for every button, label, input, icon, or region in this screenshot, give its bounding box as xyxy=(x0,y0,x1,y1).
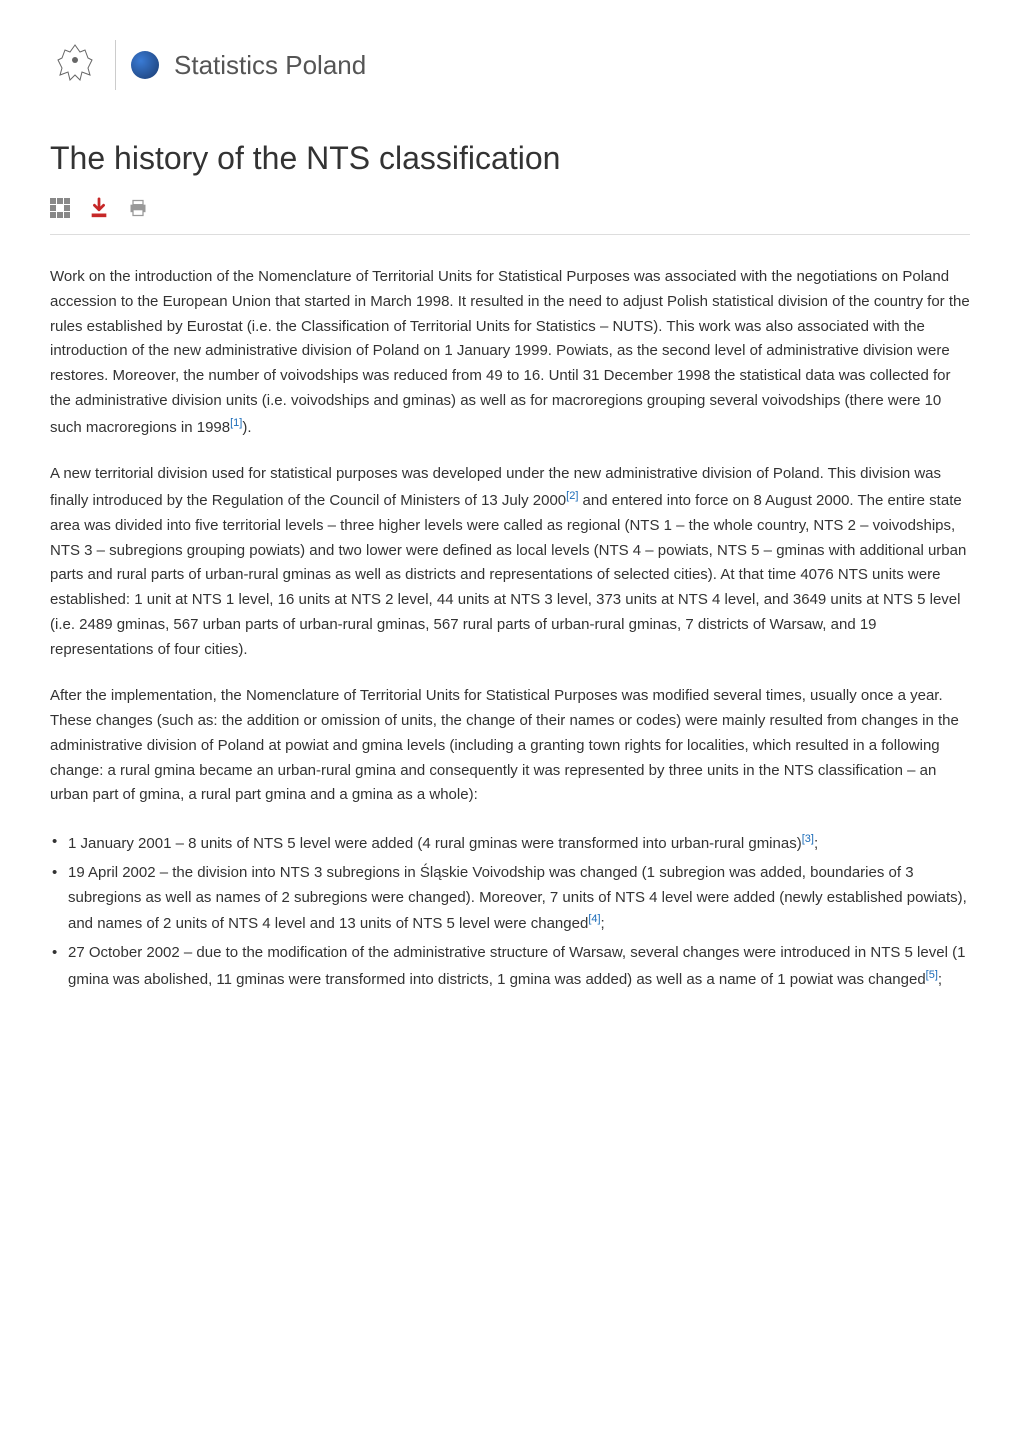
paragraph-1-text-b: ). xyxy=(242,419,251,436)
changes-list: 1 January 2001 – 8 units of NTS 5 level … xyxy=(50,830,970,993)
paragraph-2-text-b: and entered into force on 8 August 2000.… xyxy=(50,492,966,658)
print-icon[interactable] xyxy=(128,198,148,218)
footnote-ref-5[interactable]: [5] xyxy=(926,969,938,981)
list-item-text-b: ; xyxy=(938,971,942,988)
paragraph-1-text-a: Work on the introduction of the Nomencla… xyxy=(50,268,970,436)
list-item: 27 October 2002 – due to the modificatio… xyxy=(50,941,970,993)
list-item: 19 April 2002 – the division into NTS 3 … xyxy=(50,861,970,937)
organization-name: Statistics Poland xyxy=(174,50,366,81)
site-header: Statistics Poland xyxy=(50,40,970,90)
list-item-text-b: ; xyxy=(601,915,605,932)
list-item-text-b: ; xyxy=(814,835,818,852)
paragraph-2: A new territorial division used for stat… xyxy=(50,462,970,662)
list-item-text-a: 27 October 2002 – due to the modificatio… xyxy=(68,944,965,988)
page-title: The history of the NTS classification xyxy=(50,140,970,177)
footnote-ref-1[interactable]: [1] xyxy=(230,417,242,429)
action-toolbar xyxy=(50,197,970,235)
footnote-ref-2[interactable]: [2] xyxy=(566,490,578,502)
qr-code-icon[interactable] xyxy=(50,198,70,218)
pdf-download-icon[interactable] xyxy=(88,197,110,219)
footnote-ref-3[interactable]: [3] xyxy=(802,833,814,845)
list-item-text-a: 19 April 2002 – the division into NTS 3 … xyxy=(68,864,967,933)
paragraph-1: Work on the introduction of the Nomencla… xyxy=(50,265,970,440)
list-item-text-a: 1 January 2001 – 8 units of NTS 5 level … xyxy=(68,835,802,852)
list-item: 1 January 2001 – 8 units of NTS 5 level … xyxy=(50,830,970,857)
header-divider xyxy=(115,40,116,90)
blue-dot-icon xyxy=(131,51,159,79)
eagle-svg xyxy=(50,40,100,90)
paragraph-3: After the implementation, the Nomenclatu… xyxy=(50,684,970,808)
eagle-emblem-icon xyxy=(50,40,100,90)
footnote-ref-4[interactable]: [4] xyxy=(588,913,600,925)
